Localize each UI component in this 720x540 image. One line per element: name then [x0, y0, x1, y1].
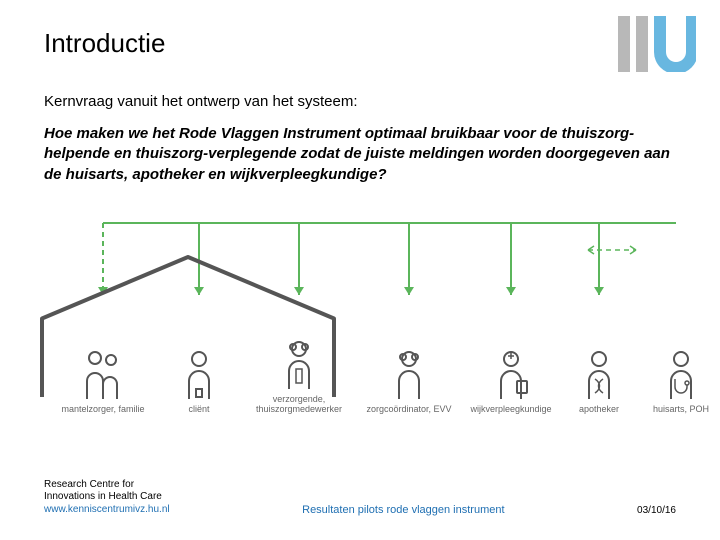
- logo-bar-1: [618, 16, 630, 72]
- verzorgende-icon: [254, 327, 344, 391]
- stakeholder-verzorgende: verzorgende, thuiszorgmedewerker: [254, 327, 344, 415]
- client-icon: [154, 337, 244, 401]
- footer-org-line2: Innovations in Health Care: [44, 491, 170, 504]
- stakeholder-mantelzorger: mantelzorger, familie: [58, 337, 148, 415]
- apotheker-icon: [554, 337, 644, 401]
- stakeholder-huisarts: huisarts, POH: [636, 337, 720, 415]
- slide-title: Introductie: [44, 28, 676, 59]
- apotheker-label: apotheker: [554, 405, 644, 415]
- footer-date: 03/10/16: [637, 505, 676, 516]
- footer-org-line1: Research Centre for: [44, 479, 170, 492]
- mantelzorger-label: mantelzorger, familie: [58, 405, 148, 415]
- huisarts-icon: [636, 337, 720, 401]
- wijkverpl-icon: [466, 337, 556, 401]
- logo-bar-2: [636, 16, 648, 72]
- footer-middle: Resultaten pilots rode vlaggen instrumen…: [302, 504, 504, 516]
- huisarts-label: huisarts, POH: [636, 405, 720, 415]
- stakeholder-zorgcoord: zorgcoördinator, EVV: [364, 337, 454, 415]
- stakeholder-diagram: mantelzorger, familie cliënt verzorgende, …: [44, 205, 676, 415]
- research-question: Hoe maken we het Rode Vlaggen Instrument…: [44, 124, 676, 185]
- lead-text: Kernvraag vanuit het ontwerp van het sys…: [44, 93, 676, 110]
- zorgcoord-icon: [364, 337, 454, 401]
- verzorgende-label: verzorgende, thuiszorgmedewerker: [254, 395, 344, 415]
- hu-logo: [618, 16, 696, 72]
- logo-letter-u: [654, 16, 696, 72]
- stakeholder-client: cliënt: [154, 337, 244, 415]
- zorgcoord-label: zorgcoördinator, EVV: [364, 405, 454, 415]
- slide-footer: Research Centre for Innovations in Healt…: [44, 479, 676, 517]
- footer-org: Research Centre for Innovations in Healt…: [44, 479, 170, 517]
- stakeholder-wijkverpl: wijkverpleegkundige: [466, 337, 556, 415]
- stakeholder-apotheker: apotheker: [554, 337, 644, 415]
- wijkverpl-label: wijkverpleegkundige: [466, 405, 556, 415]
- mantelzorger-icon: [58, 337, 148, 401]
- footer-link: www.kenniscentrumivz.hu.nl: [44, 504, 170, 517]
- client-label: cliënt: [154, 405, 244, 415]
